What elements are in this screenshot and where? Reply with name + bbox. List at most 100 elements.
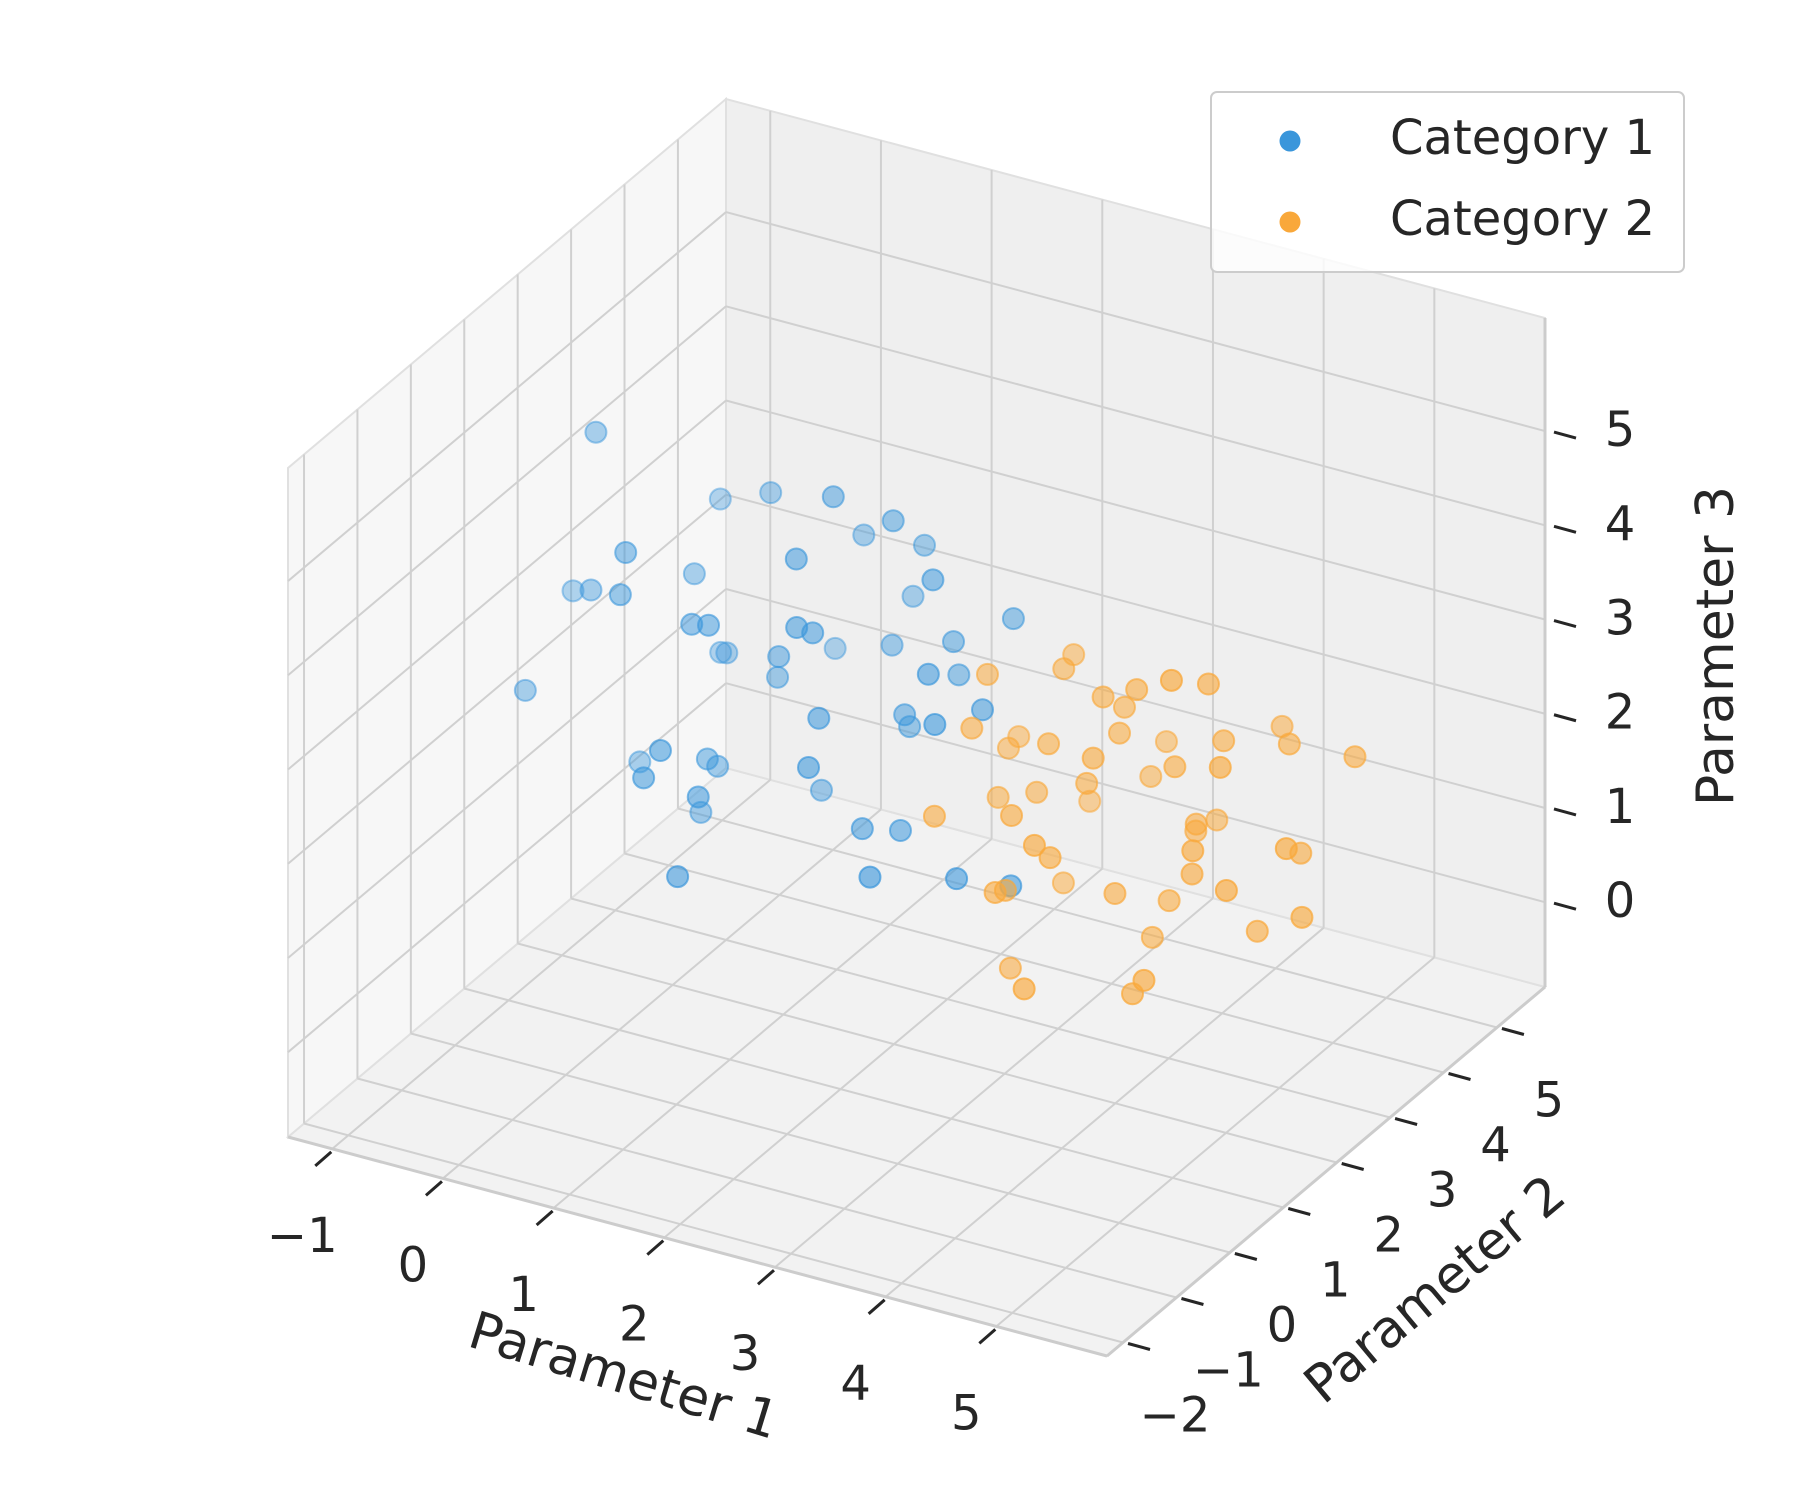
point: [821, 485, 845, 509]
grid-line: [552, 838, 993, 1209]
point: [942, 630, 966, 654]
z-axis-label: Parameter 3: [1686, 486, 1746, 806]
tick-mark: [1553, 430, 1577, 440]
grid-line: [725, 399, 1546, 621]
point: [823, 636, 847, 660]
point: [807, 706, 831, 730]
point: [1081, 746, 1105, 770]
grid-line: [517, 942, 1337, 1164]
point: [1159, 668, 1183, 692]
y-tick-label: 2: [1373, 1208, 1404, 1264]
grid-line: [287, 588, 727, 959]
legend-label: Category 2: [1390, 191, 1655, 247]
point: [1157, 889, 1181, 913]
grid-line: [624, 852, 1444, 1074]
grid-line: [663, 867, 1103, 1239]
point: [666, 865, 690, 889]
point: [759, 481, 783, 505]
y-tick-label: 5: [1534, 1073, 1565, 1129]
point: [986, 785, 1010, 809]
point: [1103, 881, 1127, 905]
point: [1125, 678, 1149, 702]
grid-line: [570, 897, 1391, 1119]
point: [608, 583, 632, 607]
grid-line: [725, 682, 1546, 904]
grid-line: [287, 211, 727, 582]
point: [1140, 925, 1164, 949]
x-tick-label: 0: [398, 1237, 429, 1293]
y-tick-label: −1: [1193, 1343, 1264, 1399]
tick-mark: [1553, 807, 1577, 817]
point: [1108, 721, 1132, 745]
point: [709, 640, 733, 664]
point: [1121, 982, 1145, 1006]
point: [893, 703, 917, 727]
point: [1205, 808, 1229, 832]
point: [708, 487, 732, 511]
grid-line: [442, 808, 882, 1180]
grid-line: [677, 807, 1498, 1029]
point: [1181, 839, 1205, 863]
x-axis-line: [287, 1135, 1108, 1358]
point: [1214, 878, 1238, 902]
point: [922, 804, 946, 828]
point: [1112, 695, 1136, 719]
point: [1012, 977, 1036, 1001]
tick-mark: [424, 1180, 443, 1197]
point: [1163, 755, 1187, 779]
point: [888, 819, 912, 843]
point: [1139, 764, 1163, 788]
grid-line: [357, 1077, 1177, 1299]
grid-line: [885, 927, 1325, 1298]
legend-marker: [1279, 130, 1301, 152]
point: [1022, 833, 1046, 857]
grid-line: [287, 493, 727, 865]
point: [1001, 607, 1025, 631]
point: [947, 663, 971, 687]
point: [1196, 672, 1220, 696]
z-tick-label: 0: [1605, 873, 1636, 929]
point: [881, 509, 905, 533]
point: [998, 956, 1022, 980]
x-tick-label: 3: [730, 1326, 761, 1382]
point: [706, 754, 730, 778]
point: [901, 584, 925, 608]
tick-mark: [1448, 1072, 1471, 1081]
point: [697, 613, 721, 637]
point: [1038, 846, 1062, 870]
z-tick-label: 3: [1605, 591, 1636, 647]
point: [993, 878, 1017, 902]
point: [1062, 643, 1086, 667]
grid-line: [410, 1032, 1231, 1254]
legend-label: Category 1: [1390, 110, 1655, 166]
grid-line: [287, 399, 727, 771]
tick-mark: [1181, 1297, 1204, 1306]
point: [1208, 755, 1232, 779]
y-tick-label: 1: [1320, 1253, 1351, 1309]
grid-line: [725, 305, 1546, 527]
tick-mark: [535, 1209, 554, 1227]
point: [1051, 871, 1075, 895]
point: [1212, 729, 1236, 753]
x-tick-label: 5: [951, 1385, 982, 1441]
tick-mark: [1234, 1252, 1258, 1261]
legend-box: [1210, 91, 1685, 273]
grid: [287, 110, 1546, 1344]
grid-line: [303, 1122, 1124, 1344]
tick-mark: [756, 1269, 775, 1286]
y-tick-label: 3: [1427, 1163, 1458, 1219]
point: [1290, 905, 1314, 929]
tick-mark: [1553, 901, 1577, 911]
y-tick-label: 0: [1267, 1298, 1298, 1354]
grid-line: [725, 211, 1546, 433]
point: [715, 641, 739, 665]
point: [767, 645, 791, 669]
point: [766, 665, 790, 689]
x-tick-label: −1: [267, 1208, 338, 1264]
tick-mark: [1287, 1207, 1311, 1216]
grid-line: [774, 897, 1214, 1268]
z-tick-label: 5: [1605, 402, 1636, 458]
grid-line: [287, 305, 727, 677]
